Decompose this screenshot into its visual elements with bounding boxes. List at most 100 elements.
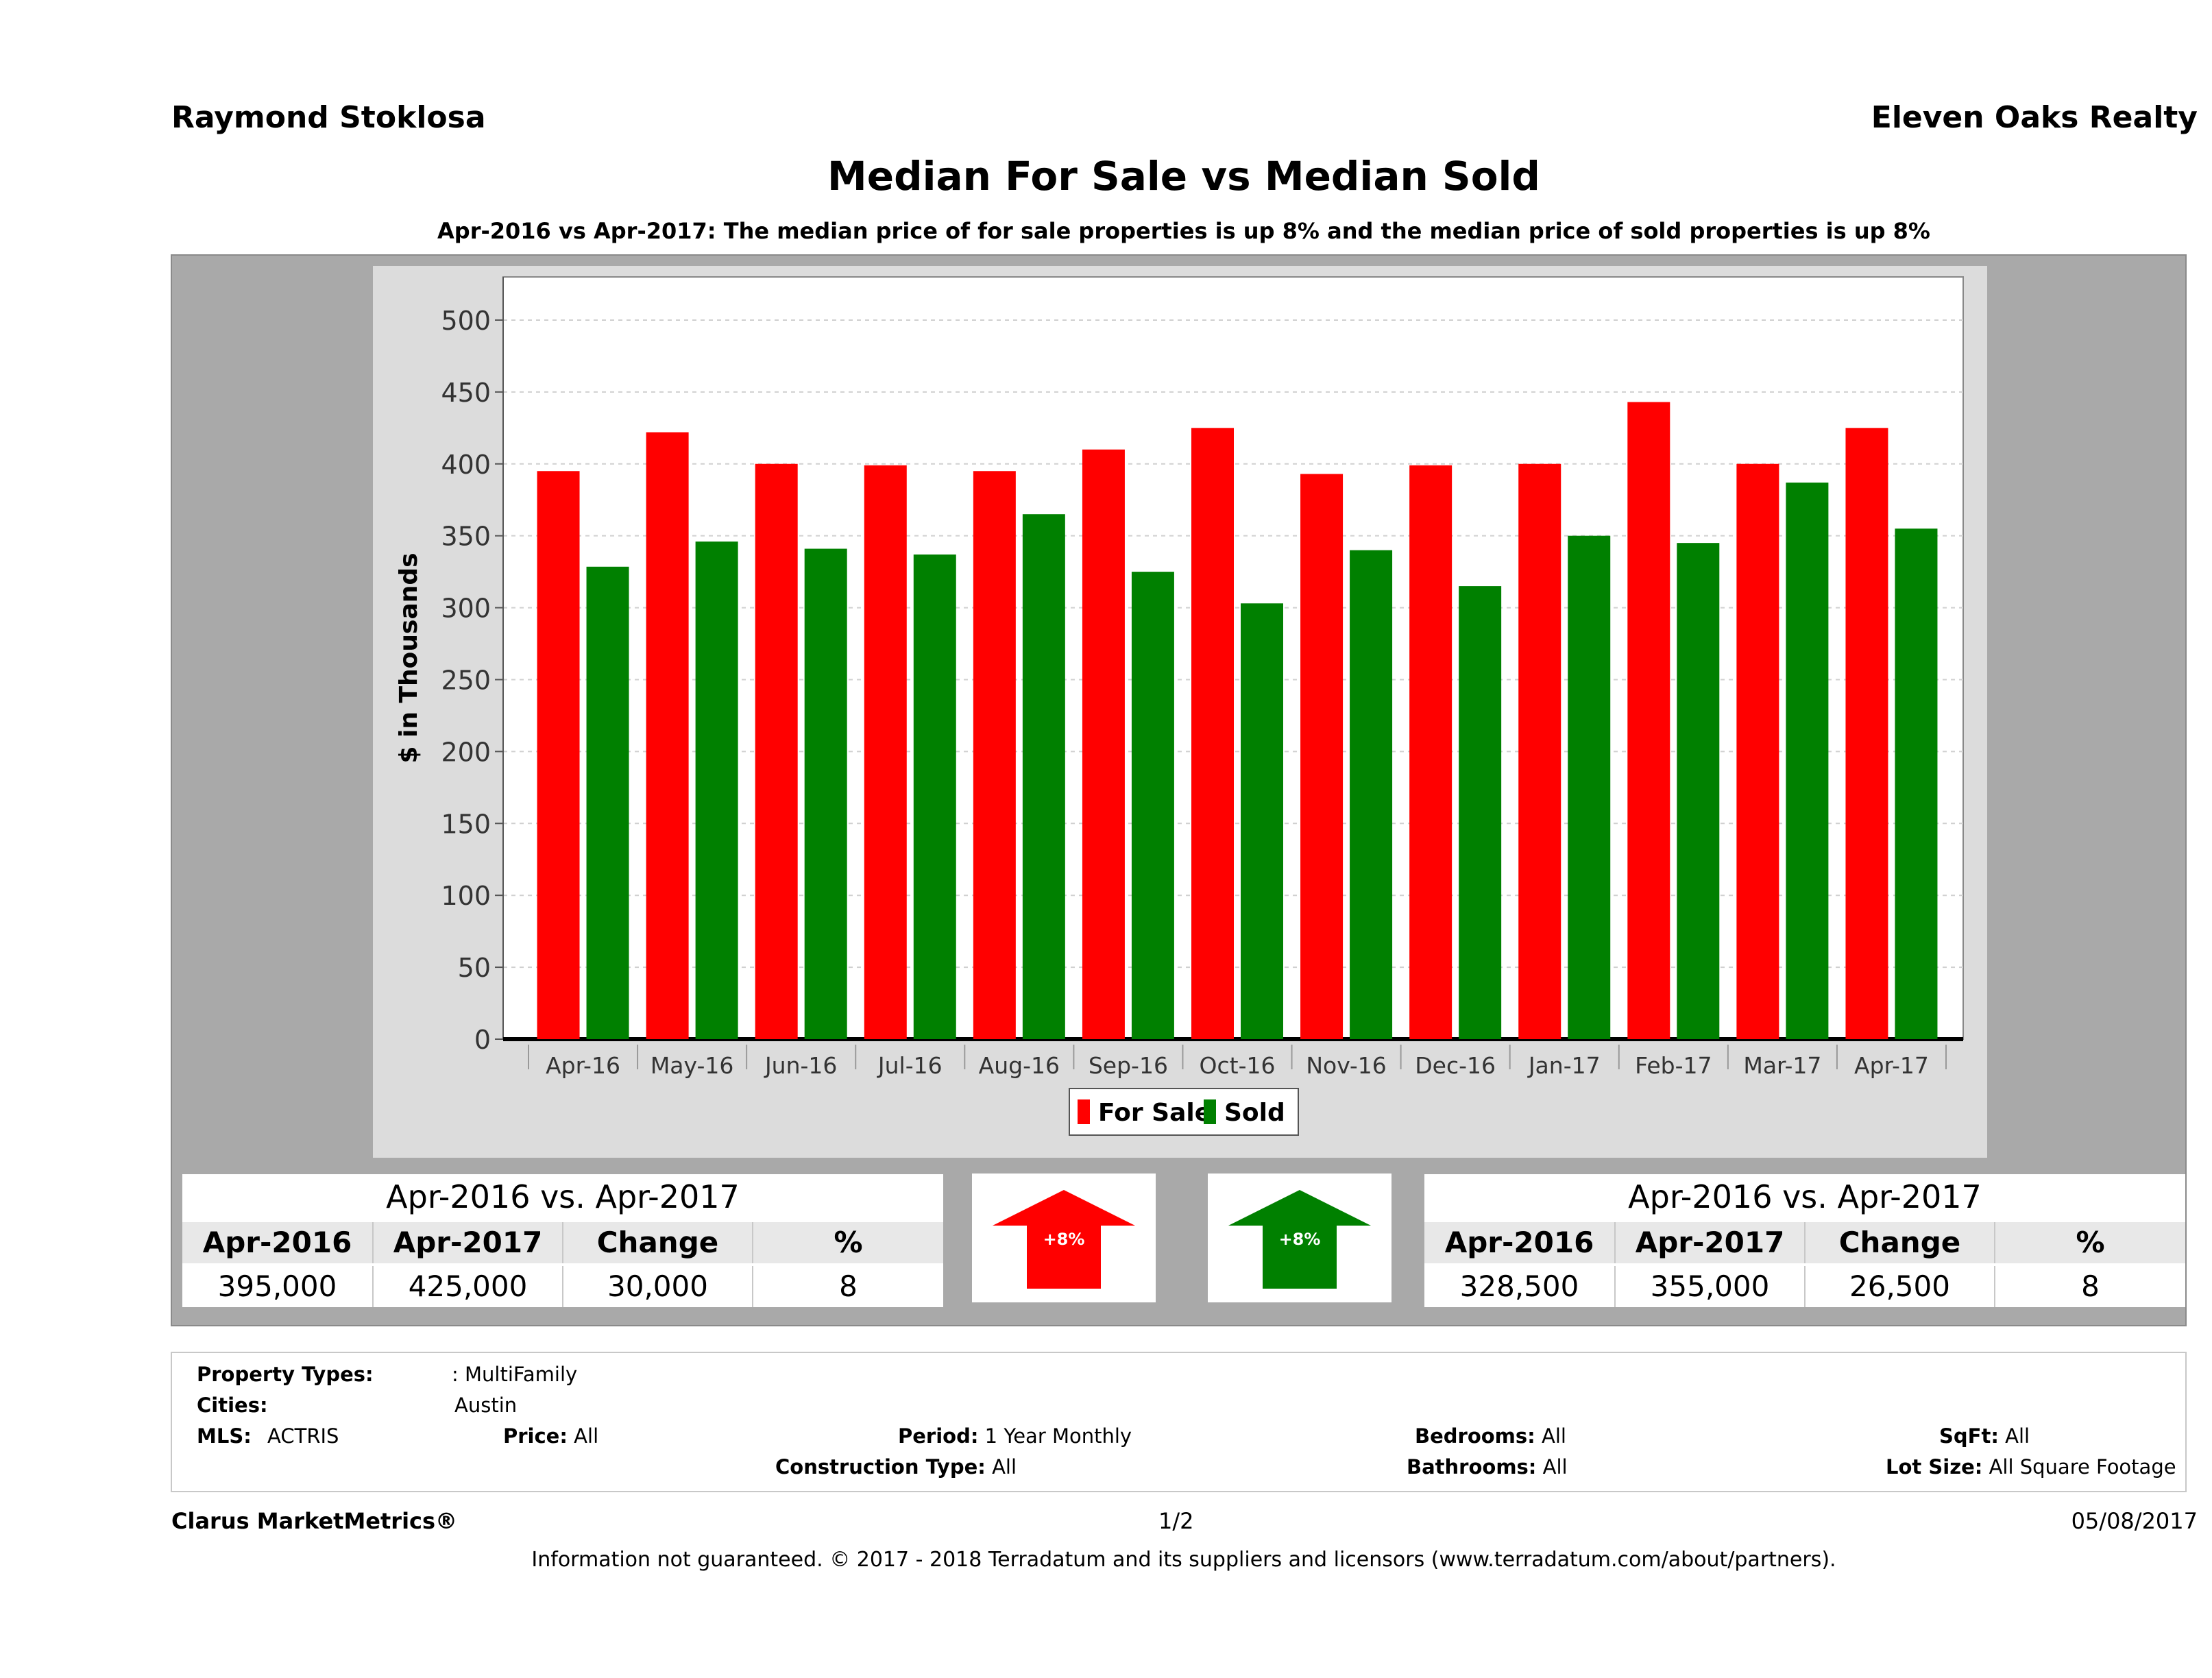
legend-label-for-sale: For Sale	[1098, 1099, 1211, 1127]
price-value: All	[574, 1424, 599, 1448]
sold-val-pct: 8	[2081, 1269, 2100, 1303]
bar-sold	[1786, 483, 1829, 1039]
sold-table-column-row: Apr-2016 Apr-2017 Change %	[1424, 1222, 2185, 1263]
bar-sold	[1459, 586, 1502, 1039]
bar-for-sale	[537, 471, 580, 1039]
period-value: 1 Year Monthly	[984, 1424, 1132, 1448]
agent-name: Raymond Stoklosa	[171, 100, 486, 135]
for-sale-table-header: Apr-2016 vs. Apr-2017	[386, 1178, 740, 1215]
for-sale-val-pct: 8	[839, 1269, 858, 1303]
bar-sold	[1677, 543, 1720, 1039]
bar-for-sale	[1191, 428, 1234, 1039]
for-sale-table-value-row: 395,000 425,000 30,000 8	[182, 1266, 943, 1307]
bar-sold	[1568, 535, 1611, 1039]
x-tick-label: Jun-16	[764, 1052, 837, 1079]
y-tick-label: 150	[441, 809, 491, 839]
bar-sold	[1022, 514, 1065, 1039]
x-tick-label: Aug-16	[979, 1052, 1060, 1079]
bar-for-sale	[1845, 428, 1888, 1039]
bar-sold	[804, 548, 847, 1039]
sold-table-value-row: 328,500 355,000 26,500 8	[1424, 1266, 2185, 1307]
y-tick-label: 250	[441, 665, 491, 695]
legend-swatch-sold	[1204, 1099, 1216, 1124]
construction-type-value: All	[992, 1455, 1017, 1479]
for-sale-col-pct: %	[834, 1226, 863, 1259]
y-tick-label: 400	[441, 450, 491, 480]
sqft-label: SqFt:	[1939, 1424, 1999, 1448]
sold-col-pct: %	[2076, 1226, 2105, 1259]
for-sale-col-apr2017: Apr-2017	[393, 1226, 543, 1259]
for-sale-col-change: Change	[596, 1226, 719, 1259]
bathrooms-label: Bathrooms:	[1407, 1455, 1537, 1479]
x-tick-label: Dec-16	[1415, 1052, 1496, 1079]
bedrooms-label: Bedrooms:	[1415, 1424, 1535, 1448]
y-tick-label: 500	[441, 306, 491, 336]
x-tick-label: Sep-16	[1089, 1052, 1168, 1079]
bedrooms-value: All	[1541, 1424, 1566, 1448]
sold-change-arrow: +8%	[1208, 1174, 1391, 1302]
x-tick-label: Apr-17	[1854, 1052, 1929, 1079]
search-criteria-box: Property Types: : MultiFamily Cities: Au…	[171, 1352, 2187, 1492]
mls-value: ACTRIS	[267, 1424, 339, 1448]
x-tick-label: Nov-16	[1306, 1052, 1386, 1079]
y-tick-label: 0	[474, 1025, 491, 1055]
x-tick-label: Apr-16	[546, 1052, 620, 1079]
up-arrow-icon: +8%	[993, 1190, 1135, 1289]
for-sale-comparison-table: Apr-2016 vs. Apr-2017 Apr-2016 Apr-2017 …	[182, 1174, 943, 1307]
sold-comparison-table: Apr-2016 vs. Apr-2017 Apr-2016 Apr-2017 …	[1424, 1174, 2185, 1307]
report-title: Median For Sale vs Median Sold	[827, 153, 1540, 199]
bar-for-sale	[755, 463, 798, 1039]
y-tick-label: 300	[441, 594, 491, 624]
y-tick-label: 350	[441, 522, 491, 552]
bar-sold	[1241, 603, 1283, 1039]
bathrooms-value: All	[1542, 1455, 1568, 1479]
y-tick-label: 450	[441, 378, 491, 408]
report-subtitle: Apr-2016 vs Apr-2017: The median price o…	[437, 218, 1930, 244]
chart-area: 0 50 100 150 200 250 300 350 400 450 500 $ in Thous…	[373, 266, 1987, 1158]
property-types-value: : MultiFamily	[452, 1363, 578, 1386]
construction-type-label: Construction Type:	[775, 1455, 986, 1479]
for-sale-change-arrow: +8%	[972, 1174, 1156, 1302]
for-sale-col-apr2016: Apr-2016	[202, 1226, 352, 1259]
x-tick-label: Feb-17	[1635, 1052, 1712, 1079]
sold-val-change: 26,500	[1849, 1269, 1950, 1303]
bar-for-sale	[646, 432, 689, 1039]
bar-sold	[913, 554, 956, 1039]
bar-for-sale	[1627, 402, 1670, 1039]
bar-for-sale	[1082, 449, 1125, 1039]
bar-for-sale	[1409, 465, 1453, 1039]
y-tick-label: 100	[441, 881, 491, 911]
bar-sold	[1131, 572, 1174, 1039]
sold-col-apr2017: Apr-2017	[1635, 1226, 1785, 1259]
footer-date: 05/08/2017	[2071, 1508, 2198, 1534]
lot-size-label: Lot Size:	[1886, 1455, 1983, 1479]
x-tick-label: May-16	[651, 1052, 734, 1079]
footer-page-number: 1/2	[1158, 1508, 1194, 1534]
for-sale-val-apr2017: 425,000	[408, 1269, 528, 1303]
bar-chart: 0 50 100 150 200 250 300 350 400 450 500 $ in Thous…	[395, 276, 1964, 1136]
footer-disclaimer: Information not guaranteed. © 2017 - 201…	[531, 1548, 1836, 1572]
x-tick-label: Jan-17	[1527, 1052, 1601, 1079]
for-sale-val-change: 30,000	[607, 1269, 708, 1303]
bar-sold	[1350, 550, 1393, 1039]
mls-label: MLS:	[197, 1424, 252, 1448]
sold-table-header: Apr-2016 vs. Apr-2017	[1628, 1178, 1982, 1215]
for-sale-table-column-row: Apr-2016 Apr-2017 Change %	[182, 1222, 943, 1263]
bar-sold	[1895, 528, 1938, 1039]
sold-arrow-label: +8%	[1279, 1230, 1321, 1249]
x-tick-label: Mar-17	[1743, 1052, 1821, 1079]
bar-for-sale	[864, 465, 907, 1039]
for-sale-val-apr2016: 395,000	[217, 1269, 337, 1303]
legend-box	[1069, 1088, 1299, 1136]
bar-sold	[695, 542, 738, 1039]
y-tick-label: 50	[458, 953, 491, 983]
cities-value: Austin	[454, 1394, 518, 1417]
legend-swatch-for-sale	[1078, 1099, 1090, 1124]
y-axis-label: $ in Thousands	[395, 552, 423, 763]
sold-col-apr2016: Apr-2016	[1444, 1226, 1594, 1259]
up-arrow-icon: +8%	[1228, 1190, 1371, 1289]
bar-for-sale	[1736, 463, 1779, 1039]
x-tick-label: Oct-16	[1200, 1052, 1276, 1079]
sold-val-apr2016: 328,500	[1459, 1269, 1579, 1303]
footer-brand: Clarus MarketMetrics®	[171, 1508, 458, 1534]
